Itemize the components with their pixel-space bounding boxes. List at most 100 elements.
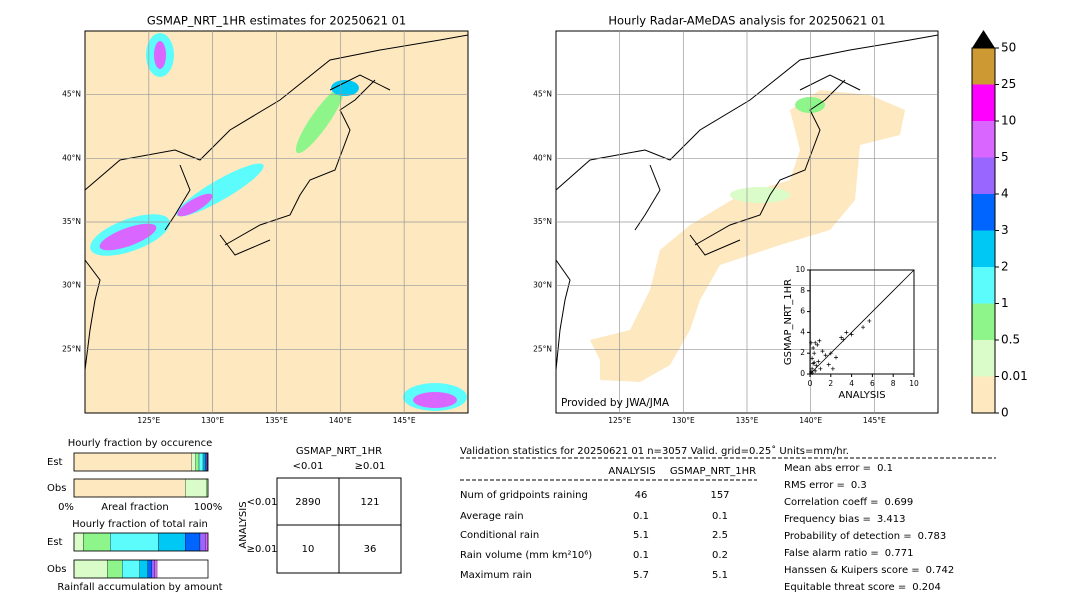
scatter-point bbox=[844, 330, 849, 335]
bar-frame bbox=[73, 478, 209, 498]
scatter-point bbox=[815, 342, 820, 347]
scatter-point bbox=[813, 340, 818, 345]
fraction-segment bbox=[199, 532, 206, 552]
fraction-segment bbox=[154, 559, 158, 579]
lon-label: 130°E bbox=[672, 416, 695, 425]
scatter-point bbox=[820, 349, 825, 354]
scatter-point bbox=[826, 362, 831, 367]
row-head: ≥0.01 bbox=[247, 544, 278, 555]
y-tick-label: 4 bbox=[800, 327, 805, 336]
panel-title: Hourly fraction by occurence bbox=[68, 438, 212, 449]
table-cell: 2890 bbox=[295, 497, 320, 508]
colorbar-segment bbox=[972, 48, 995, 85]
fraction-segment bbox=[122, 559, 140, 579]
fraction-segment bbox=[107, 559, 123, 579]
map-left bbox=[84, 30, 469, 414]
scatter-point bbox=[809, 340, 814, 345]
side-label: ANALYSIS bbox=[238, 501, 249, 548]
score: Correlation coeff = 0.699 bbox=[784, 497, 913, 508]
scatter-point bbox=[867, 318, 872, 323]
scatter-point bbox=[849, 332, 854, 337]
row-label: Obs bbox=[47, 564, 66, 575]
coastline bbox=[84, 34, 469, 371]
stat-label: Conditional rain bbox=[460, 530, 539, 541]
score-value: 0.742 bbox=[926, 565, 955, 576]
score-label: Mean abs error = bbox=[784, 463, 871, 474]
lon-label: 145°E bbox=[863, 416, 886, 425]
colorbar-segment bbox=[972, 376, 995, 413]
fraction-segment bbox=[204, 452, 207, 472]
score-label: False alarm ratio = bbox=[784, 548, 879, 559]
row-label: Est bbox=[47, 537, 63, 548]
y-tick-label: 10 bbox=[795, 265, 805, 274]
scatter-point bbox=[810, 366, 815, 371]
axis-label: 100% bbox=[194, 502, 223, 513]
scatter-point bbox=[828, 351, 833, 356]
fraction-segment bbox=[73, 559, 108, 579]
analysis-area bbox=[590, 90, 905, 382]
colorbar-segment bbox=[972, 340, 995, 377]
bar-frame bbox=[73, 452, 209, 472]
x-tick-label: 8 bbox=[891, 379, 896, 388]
score-value: 0.771 bbox=[885, 548, 914, 559]
col-head: ANALYSIS bbox=[608, 466, 655, 477]
fraction-segment bbox=[205, 532, 209, 552]
stat-value: 5.7 bbox=[633, 570, 649, 581]
scatter-point bbox=[813, 368, 818, 373]
lon-label: 125°E bbox=[137, 416, 160, 425]
lon-label: 140°E bbox=[799, 416, 822, 425]
rain-area bbox=[795, 97, 825, 113]
x-tick-label: 6 bbox=[870, 379, 875, 388]
stat-value: 157 bbox=[710, 490, 729, 501]
stat-value: 0.1 bbox=[633, 511, 649, 522]
scatter-point bbox=[830, 366, 835, 371]
x-tick-label: 4 bbox=[849, 379, 854, 388]
lat-label: 30°N bbox=[533, 281, 552, 290]
score: RMS error = 0.3 bbox=[784, 480, 867, 491]
colorbar-segment bbox=[972, 194, 995, 231]
map-title: GSMAP_NRT_1HR estimates for 20250621 01 bbox=[147, 14, 406, 28]
col-head: GSMAP_NRT_1HR bbox=[670, 466, 756, 477]
scatter-frame bbox=[809, 269, 915, 375]
score: False alarm ratio = 0.771 bbox=[784, 548, 913, 559]
lat-label: 25°N bbox=[533, 344, 552, 353]
stat-value: 0.2 bbox=[712, 550, 728, 561]
scatter-point bbox=[812, 351, 817, 356]
colorbar-segment bbox=[972, 267, 995, 304]
score-label: Correlation coeff = bbox=[784, 497, 879, 508]
scatter-point bbox=[814, 363, 819, 368]
lon-label: 140°E bbox=[329, 416, 352, 425]
lon-label: 125°E bbox=[608, 416, 631, 425]
inset-bg bbox=[780, 262, 928, 400]
score: Probability of detection = 0.783 bbox=[784, 531, 946, 542]
rain-area bbox=[177, 193, 213, 217]
map-title: Hourly Radar-AMeDAS analysis for 2025062… bbox=[608, 14, 885, 28]
lat-label: 45°N bbox=[62, 90, 81, 99]
colorbar-label: 50 bbox=[1001, 41, 1016, 55]
scatter-point bbox=[823, 353, 828, 358]
table-cell: 121 bbox=[360, 497, 379, 508]
fraction-segment bbox=[139, 559, 148, 579]
lat-label: 40°N bbox=[533, 153, 552, 162]
colorbar-label: 25 bbox=[1001, 77, 1016, 91]
y-tick-label: 6 bbox=[800, 307, 805, 316]
fraction-segment bbox=[202, 452, 206, 472]
x-tick-label: 0 bbox=[808, 379, 813, 388]
colorbar-label: 10 bbox=[1001, 114, 1016, 128]
scatter-point bbox=[812, 360, 817, 365]
stats-header: Validation statistics for 20250621 01 n=… bbox=[460, 445, 849, 457]
lat-label: 45°N bbox=[533, 90, 552, 99]
stat-label: Maximum rain bbox=[460, 570, 532, 581]
row-label: Est bbox=[47, 457, 63, 468]
score: Mean abs error = 0.1 bbox=[784, 463, 893, 474]
credit: Provided by JWA/JMA bbox=[561, 397, 670, 409]
score-value: 0.699 bbox=[885, 497, 914, 508]
fraction-segment bbox=[195, 452, 200, 472]
score-value: 0.204 bbox=[912, 582, 941, 593]
colorbar-segment bbox=[972, 303, 995, 340]
rain-area bbox=[154, 41, 166, 69]
stat-label: Average rain bbox=[460, 511, 524, 522]
fraction-segment bbox=[73, 452, 192, 472]
table-title: GSMAP_NRT_1HR bbox=[296, 446, 382, 457]
scatter-point bbox=[811, 346, 816, 350]
